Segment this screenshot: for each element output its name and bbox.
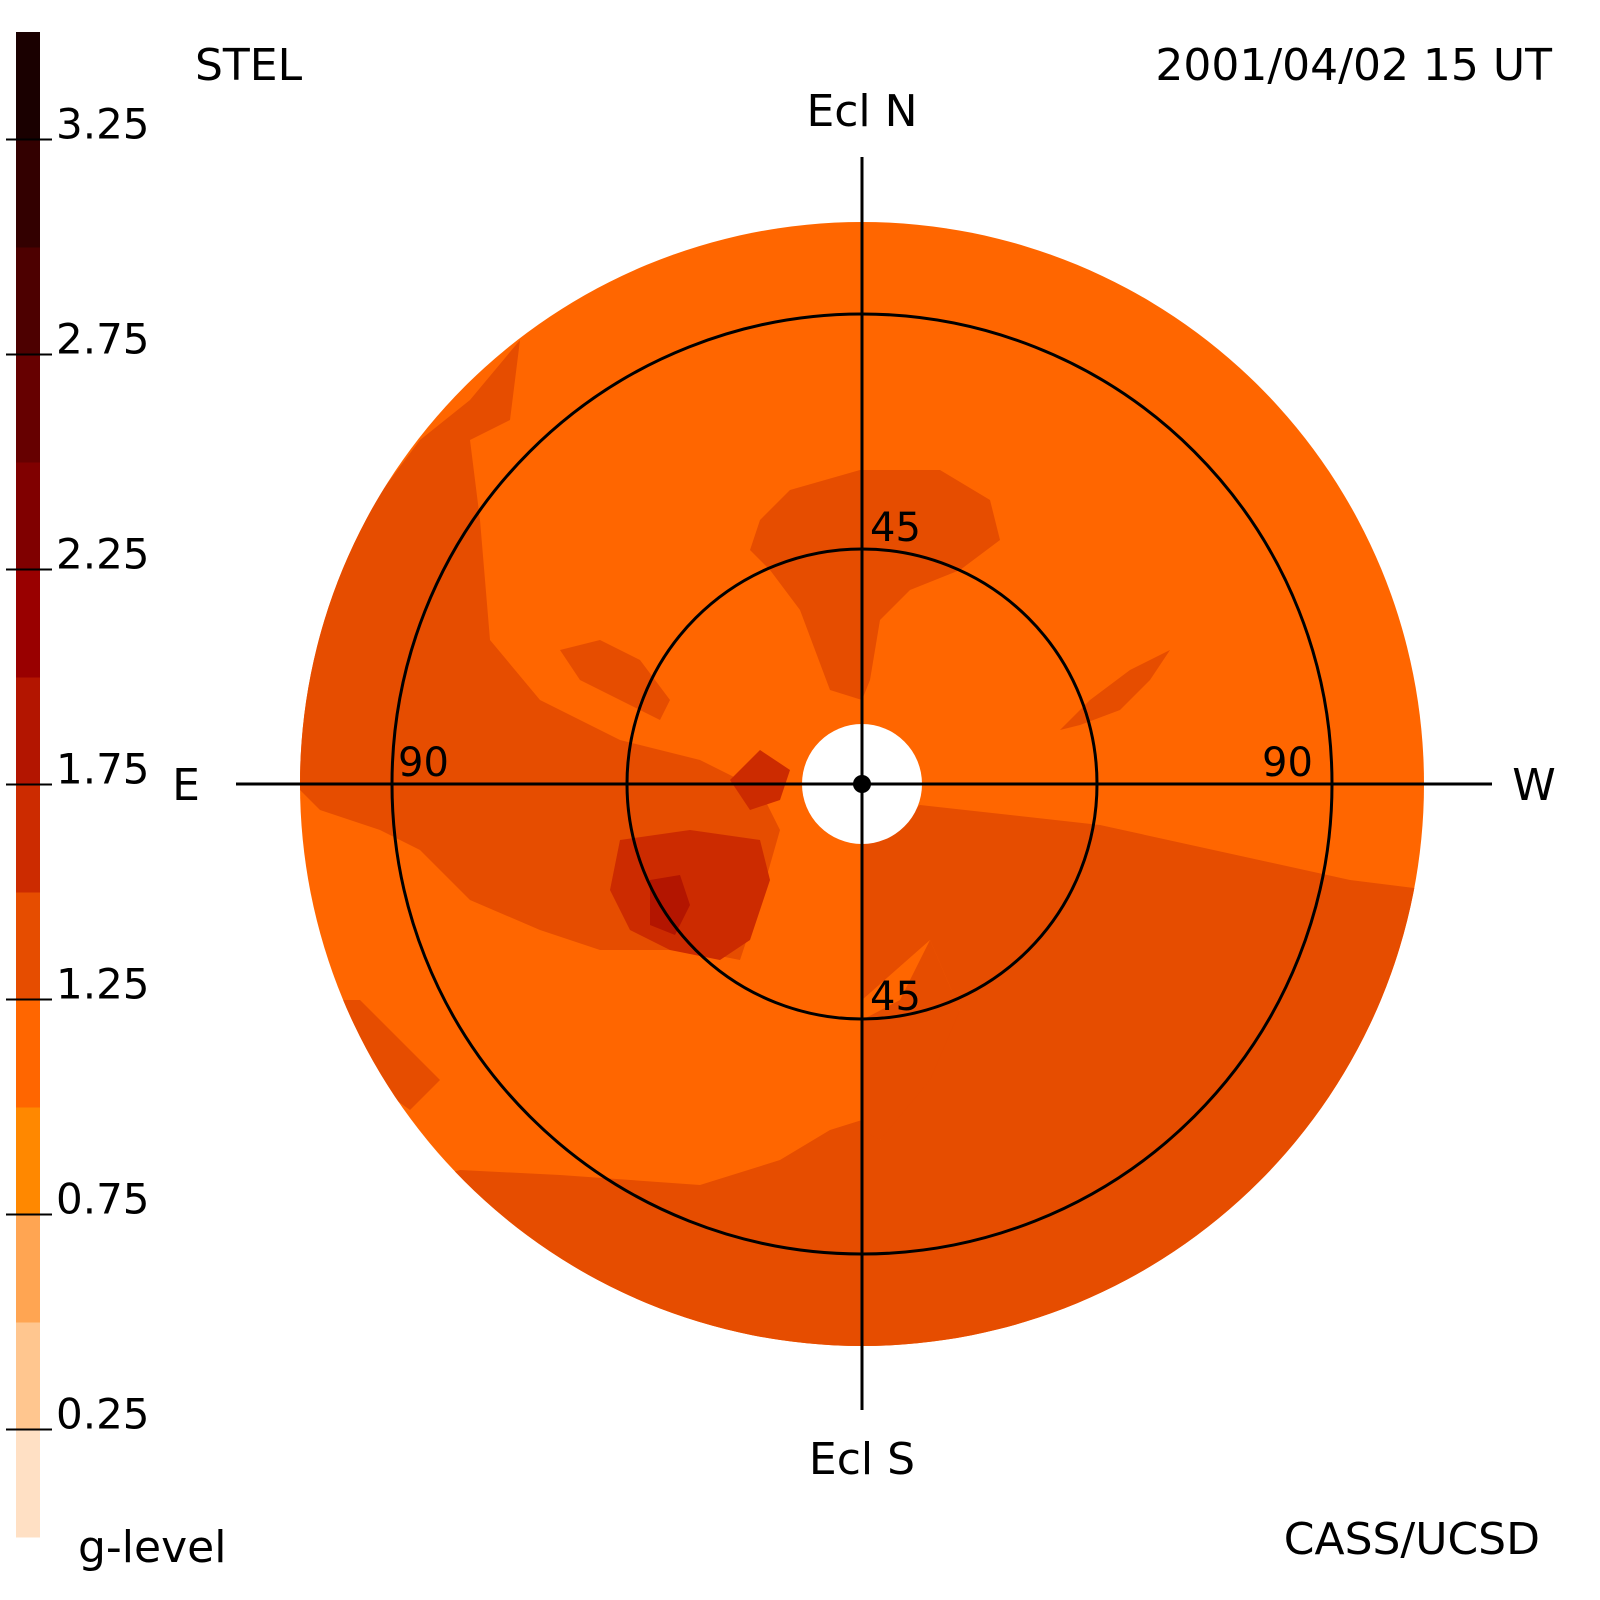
disc-regions bbox=[300, 340, 1424, 1346]
colorbar-tick-label-1: 0.75 bbox=[56, 1175, 150, 1224]
region-east-arc bbox=[300, 340, 780, 960]
colorbar-tick-label-6: 3.25 bbox=[56, 100, 150, 149]
colorbar-step-6 bbox=[16, 784, 40, 893]
colorbar bbox=[16, 32, 40, 1538]
region-core-south-east bbox=[610, 830, 770, 960]
colorbar-step-5 bbox=[16, 892, 40, 1000]
colorbar-step-8 bbox=[16, 569, 40, 678]
colorbar-step-10 bbox=[16, 354, 40, 463]
ring-label-45-north: 45 bbox=[870, 505, 921, 551]
colorbar-step-7 bbox=[16, 677, 40, 785]
ring-label-90-east: 90 bbox=[398, 740, 449, 786]
colorbar-tick-label-3: 1.75 bbox=[56, 745, 150, 794]
colorbar-step-1 bbox=[16, 1322, 40, 1430]
region-west-wedge bbox=[1060, 650, 1170, 730]
direction-west-label: W bbox=[1512, 760, 1556, 811]
colorbar-step-12 bbox=[16, 139, 40, 248]
direction-south-label: Ecl S bbox=[809, 1434, 915, 1485]
direction-east-label: E bbox=[172, 760, 200, 811]
sky-disc: 45 45 90 90 bbox=[236, 157, 1492, 1410]
sun-center-dot bbox=[853, 775, 871, 793]
colorbar-step-0 bbox=[16, 1429, 40, 1538]
direction-north-label: Ecl N bbox=[806, 86, 917, 137]
colorbar-tick-label-5: 2.75 bbox=[56, 315, 150, 364]
colorbar-tick-label-2: 1.25 bbox=[56, 960, 150, 1009]
region-core-near-sun bbox=[730, 750, 790, 810]
colorbar-step-11 bbox=[16, 247, 40, 355]
timestamp-label: 2001/04/02 15 UT bbox=[1155, 40, 1552, 91]
region-lower-right bbox=[862, 805, 1424, 1346]
instrument-label: STEL bbox=[195, 40, 303, 91]
colorbar-step-13 bbox=[16, 32, 40, 140]
colorbar-step-3 bbox=[16, 1107, 40, 1215]
credit-label: CASS/UCSD bbox=[1284, 1514, 1540, 1565]
colorbar-title: g-level bbox=[78, 1522, 226, 1573]
ring-label-45-south: 45 bbox=[870, 974, 921, 1020]
region-north-lobe bbox=[750, 470, 1000, 700]
colorbar-ticks: 0.25 0.75 1.25 1.75 2.25 2.75 3.25 bbox=[6, 100, 150, 1439]
colorbar-step-2 bbox=[16, 1214, 40, 1323]
colorbar-tick-label-4: 2.25 bbox=[56, 530, 150, 579]
colorbar-step-4 bbox=[16, 999, 40, 1108]
colorbar-tick-label-0: 0.25 bbox=[56, 1390, 150, 1439]
region-peak bbox=[650, 875, 690, 935]
colorbar-step-9 bbox=[16, 462, 40, 570]
region-south-west bbox=[862, 940, 960, 1140]
ring-label-90-west: 90 bbox=[1262, 740, 1313, 786]
